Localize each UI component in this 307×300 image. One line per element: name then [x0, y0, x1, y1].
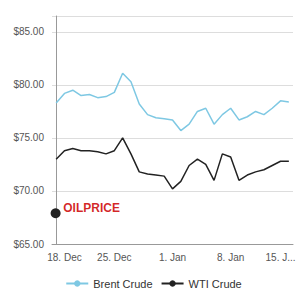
- svg-text:$75.00: $75.00: [13, 132, 44, 143]
- svg-text:WTI Crude: WTI Crude: [189, 278, 242, 290]
- svg-text:18. Dec: 18. Dec: [47, 252, 81, 263]
- svg-text:8. Jan: 8. Jan: [217, 252, 244, 263]
- svg-text:$65.00: $65.00: [13, 239, 44, 250]
- svg-text:Brent Crude: Brent Crude: [93, 278, 152, 290]
- svg-text:1. Jan: 1. Jan: [159, 252, 186, 263]
- svg-text:25. Dec: 25. Dec: [97, 252, 131, 263]
- svg-text:OILPRICE: OILPRICE: [63, 201, 120, 215]
- svg-text:$80.00: $80.00: [13, 79, 44, 90]
- svg-text:$70.00: $70.00: [13, 185, 44, 196]
- svg-text:15. J...: 15. J...: [266, 252, 296, 263]
- svg-text:$85.00: $85.00: [13, 26, 44, 37]
